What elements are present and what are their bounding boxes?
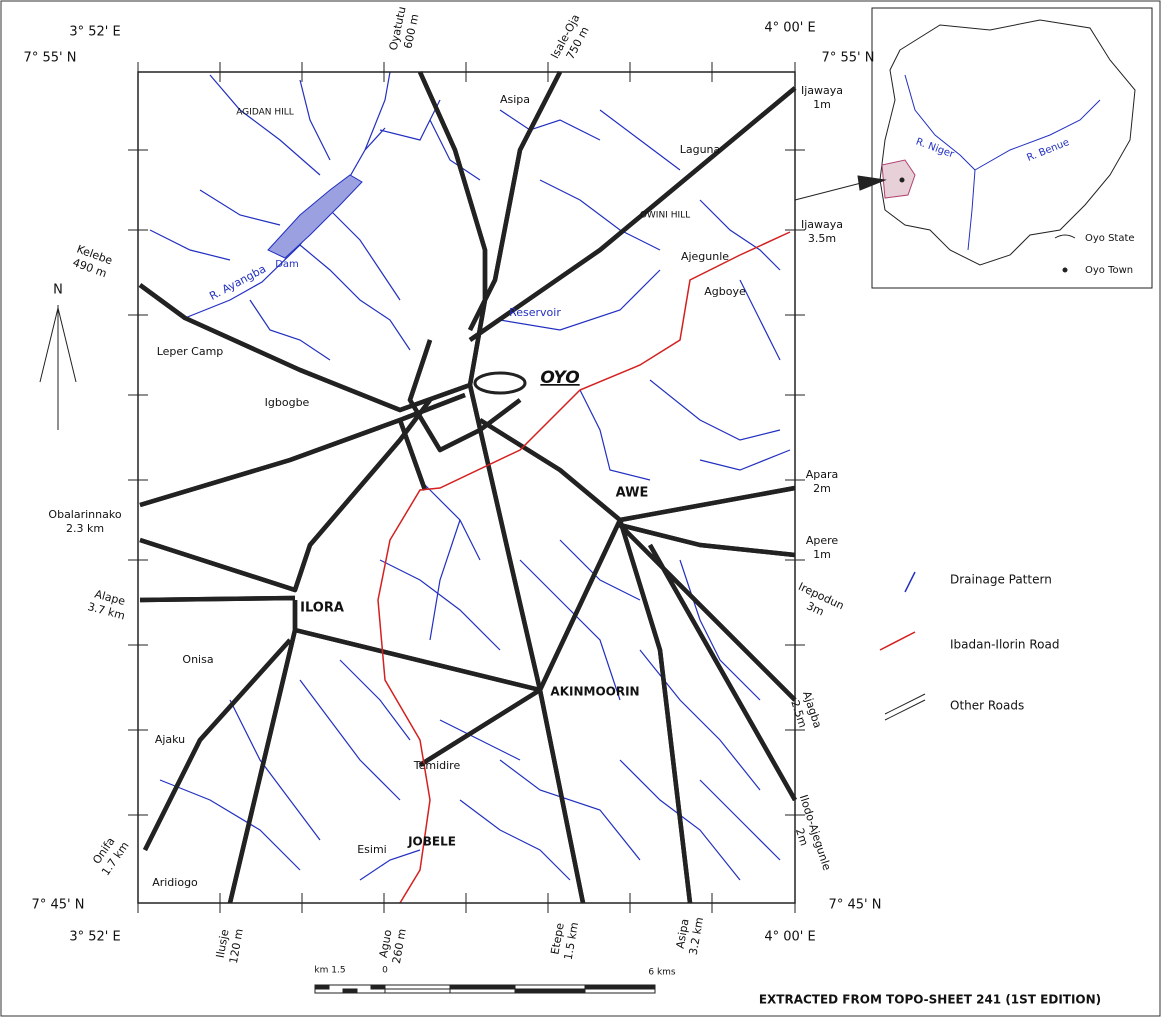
coordinate-label: 3° 52' E [69,930,120,945]
road-distance: 2.3 km [66,522,104,535]
legend-symbols [879,571,926,721]
other-roads [140,72,795,903]
place-label: Leper Camp [157,345,224,358]
place-label: Laguna [680,143,721,156]
place-label: AGIDAN HILL [236,108,294,118]
place-label: AKINMOORIN [550,685,639,699]
scale-label: 6 kms [648,968,676,978]
road-distance: 3.5m [808,232,836,245]
inset-map [794,19,1136,273]
road-distance: 120 m [227,928,246,965]
inset-frame [871,7,1153,289]
legend-label: Ibadan-Ilorin Road [950,638,1059,652]
place-label: OWINI HILL [640,211,690,221]
dam [267,174,363,259]
place-label: Aridiogo [152,876,198,889]
road-destination: Ijawaya [801,218,843,231]
road-destination: Ijawaya [801,84,843,97]
legend-label: Other Roads [950,699,1024,713]
coordinate-label: 7° 55' N [24,51,77,66]
road-distance: 1m [813,98,831,111]
scale-label: 0 [382,966,388,976]
place-label: Asipa [500,93,530,106]
inset-legend: Oyo State [1085,233,1135,244]
scale-label: km 1.5 [314,966,345,976]
frame-ticks [128,62,805,913]
road-distance: 2m [813,482,831,495]
coordinate-label: 4° 00' E [764,21,815,36]
place-label: Ajaku [155,733,185,746]
coordinate-label: 4° 00' E [764,930,815,945]
source-note: EXTRACTED FROM TOPO-SHEET 241 (1ST EDITI… [759,993,1101,1007]
road-destination: Apere [806,534,839,547]
coordinate-label: 3° 52' E [69,25,120,40]
water-label: Dam [275,259,299,270]
road-destination: Apara [806,468,839,481]
legend-label: Drainage Pattern [950,573,1052,587]
place-label: JOBELE [407,835,456,849]
road-destination: Etepe [548,922,566,956]
road-destination: Asipa [674,918,692,950]
place-label: Igbogbe [265,396,310,409]
ibadan-ilorin-road [377,231,791,904]
place-label: Onisa [182,653,213,666]
inset-legend: Oyo Town [1085,265,1133,276]
place-label: AWE [616,486,649,501]
north-label: N [53,283,63,298]
road-distance: 260 m [390,928,409,965]
north-arrow [39,305,77,430]
road-distance: 1m [813,548,831,561]
place-label: ILORA [300,601,344,616]
road-distance: 2m [793,827,811,848]
place-label: Ajegunle [681,250,729,263]
place-label: OYO [540,368,579,388]
coordinate-label: 7° 45' N [32,898,85,913]
road-destination: Obalarinnako [48,508,121,521]
water-label: Reservoir [509,306,561,319]
coordinate-label: 7° 55' N [822,51,875,66]
coordinate-label: 7° 45' N [829,898,882,913]
place-label: Temidire [413,759,461,772]
scale-bar [314,984,656,994]
road-destination: Ilusje [214,928,232,959]
road-destination: Aguo [377,928,395,958]
place-label: Esimi [357,843,387,856]
place-label: Agboye [704,285,746,298]
